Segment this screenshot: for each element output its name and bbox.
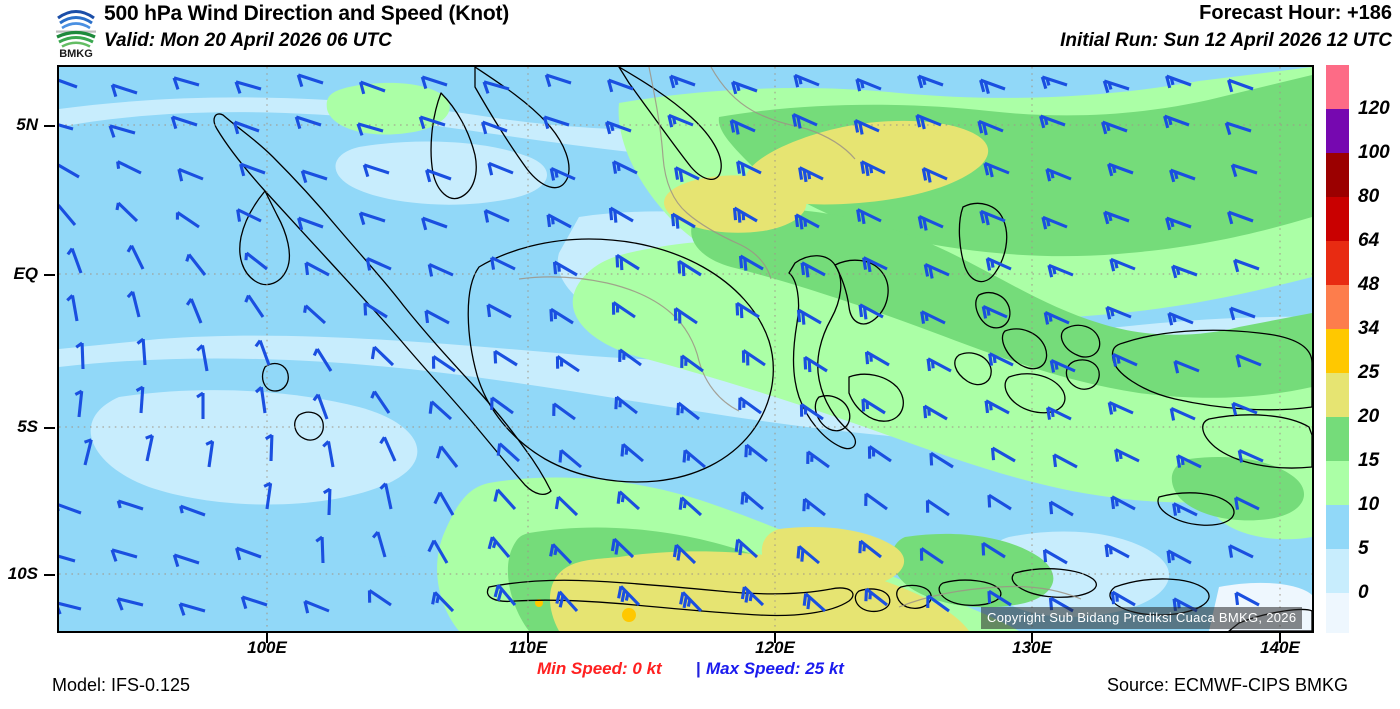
cbar-seg-below0 <box>1326 593 1349 633</box>
source-label: Source: ECMWF-CIPS BMKG <box>1106 675 1348 695</box>
cbar-tick-20: 20 <box>1358 406 1380 427</box>
map-inner: Copyright Sub Bidang Prediksi Cuaca BMKG… <box>59 67 1312 631</box>
cbar-tick-5: 5 <box>1358 538 1369 559</box>
bmkg-logo: BMKG <box>48 2 104 58</box>
cbar-tick-25: 25 <box>1358 362 1380 383</box>
valid-time-label: Valid: Mon 20 April 2026 06 UTC <box>104 30 392 51</box>
cbar-tick-0: 0 <box>1358 582 1369 603</box>
y-axis-label-5n: 5N <box>16 115 38 134</box>
cbar-tick-100: 100 <box>1358 142 1390 163</box>
wind-speed-field <box>59 67 1312 631</box>
initial-run-label: Initial Run: Sun 12 April 2026 12 UTC <box>1060 30 1392 51</box>
y-axis-label-10s: 10S <box>7 564 38 583</box>
x-axis-label-130e: 130E <box>1012 638 1052 657</box>
cbar-tick-64: 64 <box>1358 230 1380 251</box>
cbar-seg-10-15 <box>1326 461 1349 505</box>
cbar-tick-34: 34 <box>1358 318 1380 339</box>
cbar-tick-80: 80 <box>1358 186 1380 207</box>
cbar-tick-48: 48 <box>1358 274 1380 295</box>
y-axis-label-eq: EQ <box>13 264 38 283</box>
cbar-seg-25-34 <box>1326 329 1349 373</box>
cbar-tick-10: 10 <box>1358 494 1380 515</box>
x-axis-label-140e: 140E <box>1260 638 1300 657</box>
speed-colorbar <box>1326 65 1349 633</box>
max-speed-label: Max Speed: 25 kt <box>706 659 844 678</box>
cbar-tick-120: 120 <box>1358 98 1390 119</box>
min-speed-label: Min Speed: 0 kt <box>537 659 662 678</box>
y-tick-10s <box>44 574 55 576</box>
y-tick-eq <box>44 274 55 276</box>
model-label: Model: IFS-0.125 <box>52 675 191 695</box>
map-canvas[interactable]: Copyright Sub Bidang Prediksi Cuaca BMKG… <box>57 65 1314 633</box>
x-tick-100e <box>266 633 268 643</box>
cbar-seg-15-20 <box>1326 417 1349 461</box>
x-tick-130e <box>1031 633 1033 643</box>
x-axis-label-120e: 120E <box>755 638 795 657</box>
page-title: 500 hPa Wind Direction and Speed (Knot) <box>104 2 510 25</box>
speed-separator: | <box>696 659 701 678</box>
cbar-seg-80-100 <box>1326 153 1349 197</box>
cbar-seg-20-25 <box>1326 373 1349 417</box>
x-axis-label-110e: 110E <box>508 638 548 657</box>
x-tick-110e <box>527 633 529 643</box>
bmkg-logo-icon: BMKG <box>56 10 96 58</box>
cbar-seg-64-80 <box>1326 197 1349 241</box>
y-axis-label-5s: 5S <box>17 417 38 436</box>
y-tick-5n <box>44 125 55 127</box>
cbar-tick-15: 15 <box>1358 450 1380 471</box>
cbar-seg-120plus <box>1326 65 1349 109</box>
forecast-hour-label: Forecast Hour: +186 <box>1199 2 1392 24</box>
y-tick-5s <box>44 427 55 429</box>
x-tick-140e <box>1279 633 1281 643</box>
x-tick-120e <box>774 633 776 643</box>
cbar-seg-0-5 <box>1326 549 1349 593</box>
x-axis-label-100e: 100E <box>247 638 287 657</box>
cbar-seg-48-64 <box>1326 241 1349 285</box>
bmkg-logo-label: BMKG <box>59 48 93 58</box>
cbar-seg-5-10 <box>1326 505 1349 549</box>
cbar-seg-100-120 <box>1326 109 1349 153</box>
cbar-seg-34-48 <box>1326 285 1349 329</box>
map-copyright: Copyright Sub Bidang Prediksi Cuaca BMKG… <box>981 607 1303 629</box>
